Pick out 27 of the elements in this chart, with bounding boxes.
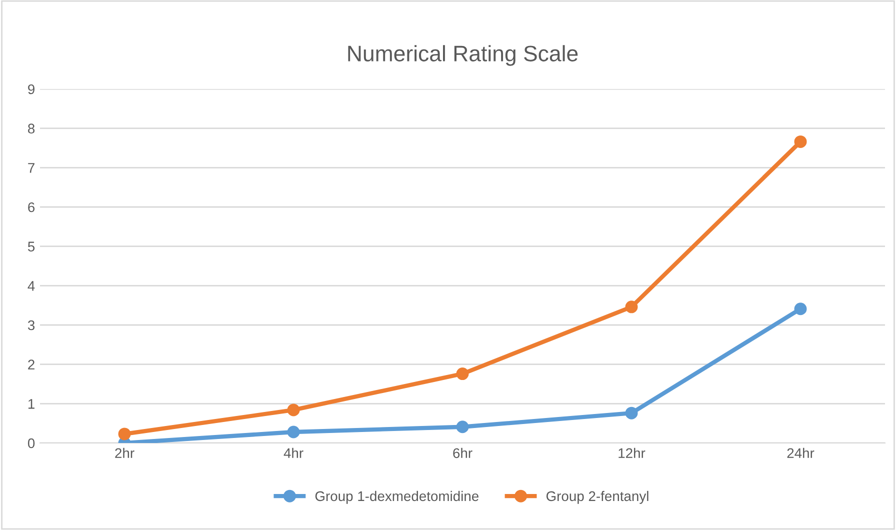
x-tick-label: 2hr xyxy=(115,448,134,458)
point xyxy=(287,404,300,416)
point xyxy=(287,426,300,438)
point xyxy=(118,428,131,440)
point xyxy=(794,135,807,148)
y-tick-label: 6 xyxy=(28,202,35,212)
point xyxy=(456,420,469,434)
x-tick-label: 6hr xyxy=(453,448,472,458)
legend-label: Group 1-dexmedetomidine xyxy=(315,490,478,504)
x-tick-label: 12hr xyxy=(618,448,646,458)
y-tick-label: 5 xyxy=(28,242,35,252)
point xyxy=(625,406,638,420)
point xyxy=(625,300,638,314)
y-tick-label: 1 xyxy=(28,399,34,409)
y-tick-label: 4 xyxy=(28,281,35,291)
y-tick-label: 3 xyxy=(28,320,35,330)
y-tick-label: 2 xyxy=(28,360,34,370)
chart-title: Numerical Rating Scale xyxy=(348,45,578,66)
y-tick-label: 0 xyxy=(28,438,35,448)
x-tick-label: 4hr xyxy=(284,448,304,458)
y-tick-label: 9 xyxy=(28,84,34,94)
y-tick-label: 8 xyxy=(28,124,35,134)
point xyxy=(794,302,807,316)
point xyxy=(456,368,469,380)
y-tick-label: 7 xyxy=(28,163,34,173)
legend-label: Group 2-fentanyl xyxy=(546,490,648,504)
x-tick-label: 24hr xyxy=(787,448,814,458)
